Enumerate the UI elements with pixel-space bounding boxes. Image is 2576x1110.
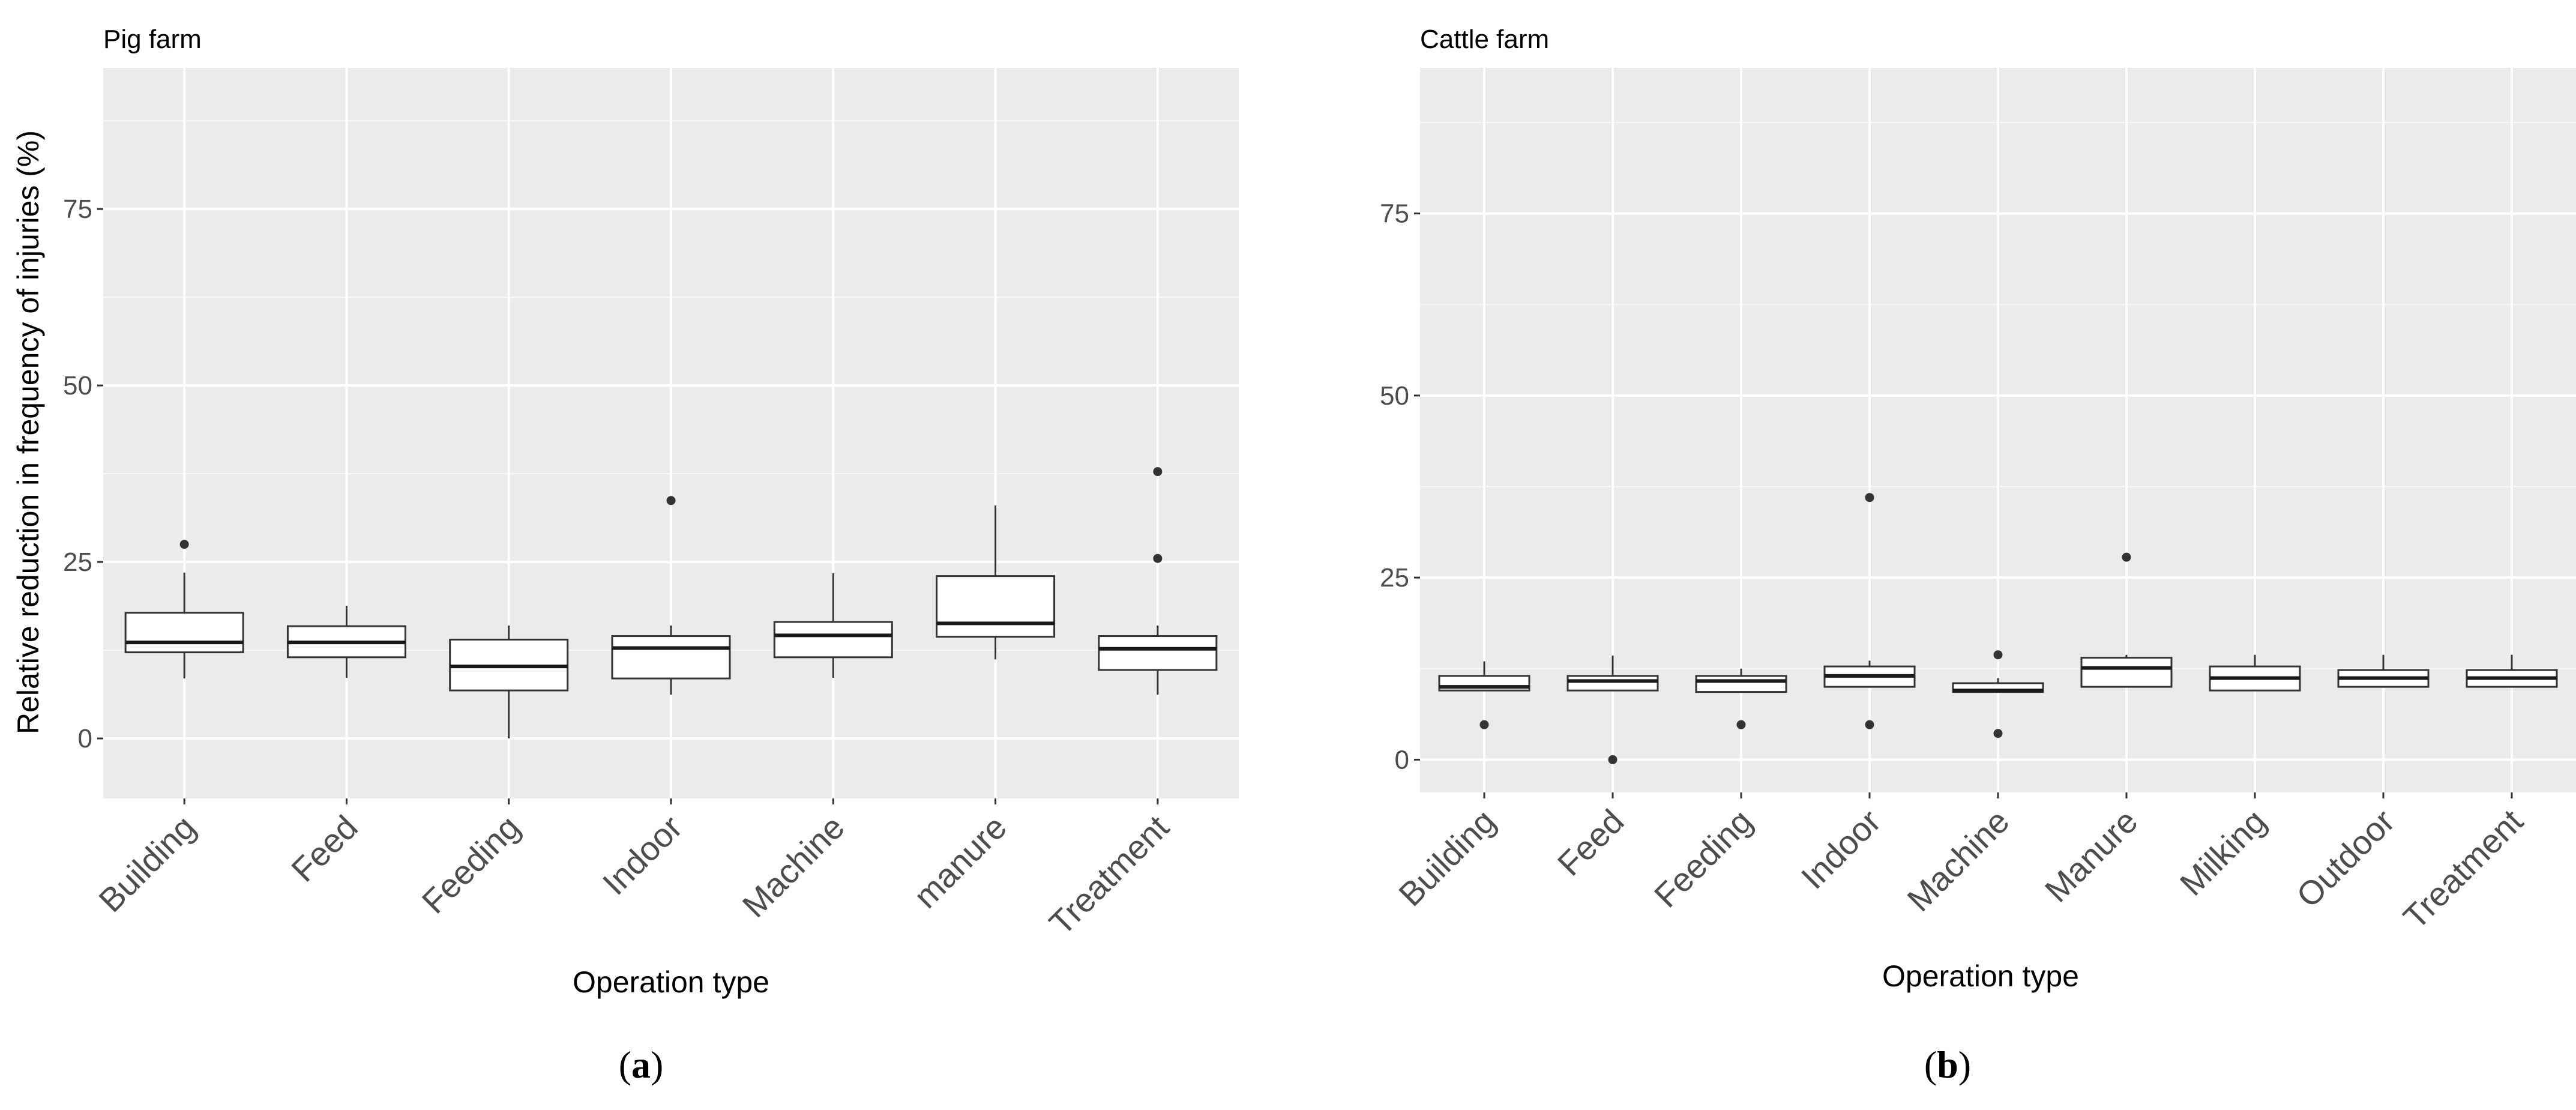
pig-x-axis-title: Operation type — [573, 965, 769, 999]
cattle-iqr-box — [1566, 675, 1659, 692]
panel-a-caption: (a) — [619, 1043, 664, 1086]
pig-box-manure — [936, 505, 1056, 660]
pig-boxes — [124, 467, 1218, 739]
cattle-x-ticks: Building Feed Feeding Indoor Machine Manure Mi… — [1391, 792, 2530, 936]
pig-outlier-point — [179, 540, 189, 549]
cattle-outlier-point — [2122, 552, 2131, 562]
cattle-y-ticks: 0 25 50 75 — [1380, 199, 1420, 774]
caption-b-close: ) — [1958, 1043, 1971, 1086]
pig-x-tick-label: Feeding — [415, 808, 528, 921]
cattle-x-tick-label: Building — [1391, 802, 1502, 913]
cattle-y-tick-label: 25 — [1380, 563, 1409, 593]
cattle-outlier-point — [1993, 729, 2003, 738]
cattle-y-tick-label: 0 — [1395, 745, 1409, 774]
pig-y-tick-label: 0 — [78, 724, 92, 753]
cattle-box-building — [1438, 661, 1530, 729]
cattle-box-manure — [2080, 552, 2173, 688]
cattle-x-tick-label: Machine — [1900, 802, 2016, 918]
pig-box-treatment — [1098, 467, 1218, 695]
caption-b-letter: b — [1937, 1043, 1958, 1086]
pig-y-tick-label: 25 — [63, 547, 92, 577]
panel-pig-farm: Pig farm 0 25 50 75 Building Feed Feeding Indo… — [11, 25, 1239, 1086]
pig-outlier-point — [666, 496, 676, 505]
pig-x-tick-label: Feed — [284, 808, 365, 889]
cattle-x-tick-label: Manure — [2038, 802, 2145, 909]
cattle-box-outdoor — [2337, 654, 2430, 688]
pig-x-ticks: Building Feed Feeding Indoor Machine manure Tr… — [91, 798, 1176, 942]
pig-iqr-box — [1098, 635, 1218, 671]
cattle-chart-title: Cattle farm — [1420, 25, 1549, 54]
cattle-box-machine — [1952, 650, 2044, 738]
pig-y-axis-title: Relative reduction in frequency of injur… — [11, 130, 45, 734]
cattle-x-axis-title: Operation type — [1882, 959, 2079, 993]
caption-a-close: ) — [651, 1043, 663, 1086]
cattle-box-indoor — [1823, 493, 1916, 729]
pig-x-tick-label: Indoor — [595, 808, 690, 902]
pig-iqr-box — [124, 612, 244, 654]
pig-iqr-box — [611, 635, 731, 680]
cattle-outlier-point — [1736, 720, 1746, 729]
cattle-box-milking — [2209, 654, 2301, 692]
cattle-iqr-box — [2080, 657, 2173, 688]
pig-box-building — [124, 540, 244, 679]
cattle-boxes — [1438, 493, 2558, 764]
pig-box-feeding — [449, 625, 569, 739]
pig-iqr-box — [773, 621, 893, 659]
cattle-x-tick-label: Treatment — [2396, 802, 2530, 937]
panel-b-caption: (b) — [1924, 1043, 1971, 1086]
pig-box-indoor — [611, 496, 731, 695]
cattle-outlier-point — [1865, 493, 1874, 502]
pig-iqr-box — [936, 575, 1056, 638]
pig-outlier-point — [1153, 553, 1163, 563]
cattle-x-tick-label: Outdoor — [2289, 802, 2402, 915]
cattle-y-tick-label: 75 — [1380, 199, 1409, 229]
cattle-x-tick-label: Feeding — [1647, 802, 1760, 915]
cattle-x-tick-label: Feed — [1550, 802, 1631, 883]
pig-chart-title: Pig farm — [103, 25, 202, 54]
pig-box-feed — [286, 605, 406, 678]
pig-y-ticks: 0 25 50 75 — [63, 195, 103, 753]
cattle-outlier-point — [1993, 650, 2003, 660]
cattle-outlier-point — [1865, 720, 1874, 729]
cattle-box-feeding — [1695, 668, 1787, 729]
panel-cattle-farm: Cattle farm 0 25 50 75 Building Feed Feeding I… — [1380, 25, 2576, 1086]
cattle-x-tick-label: Indoor — [1794, 802, 1888, 896]
cattle-outlier-point — [1608, 755, 1618, 764]
caption-a-letter: a — [631, 1043, 651, 1086]
cattle-x-tick-label: Milking — [2173, 802, 2274, 903]
cattle-box-treatment — [2466, 654, 2558, 688]
pig-x-tick-label: Treatment — [1042, 808, 1176, 943]
caption-a-open: ( — [619, 1043, 631, 1086]
pig-x-tick-label: Machine — [735, 808, 852, 924]
caption-b-open: ( — [1924, 1043, 1937, 1086]
cattle-y-tick-label: 50 — [1380, 381, 1409, 411]
pig-outlier-point — [1153, 467, 1163, 477]
pig-y-tick-label: 50 — [63, 371, 92, 400]
cattle-iqr-box — [1695, 675, 1787, 693]
pig-y-tick-label: 75 — [63, 195, 92, 224]
pig-x-tick-label: Building — [91, 808, 202, 919]
cattle-gridlines — [1420, 68, 2576, 792]
cattle-box-feed — [1566, 655, 1659, 764]
cattle-outlier-point — [1479, 720, 1489, 729]
pig-x-tick-label: manure — [906, 808, 1014, 915]
pig-box-machine — [773, 573, 893, 678]
